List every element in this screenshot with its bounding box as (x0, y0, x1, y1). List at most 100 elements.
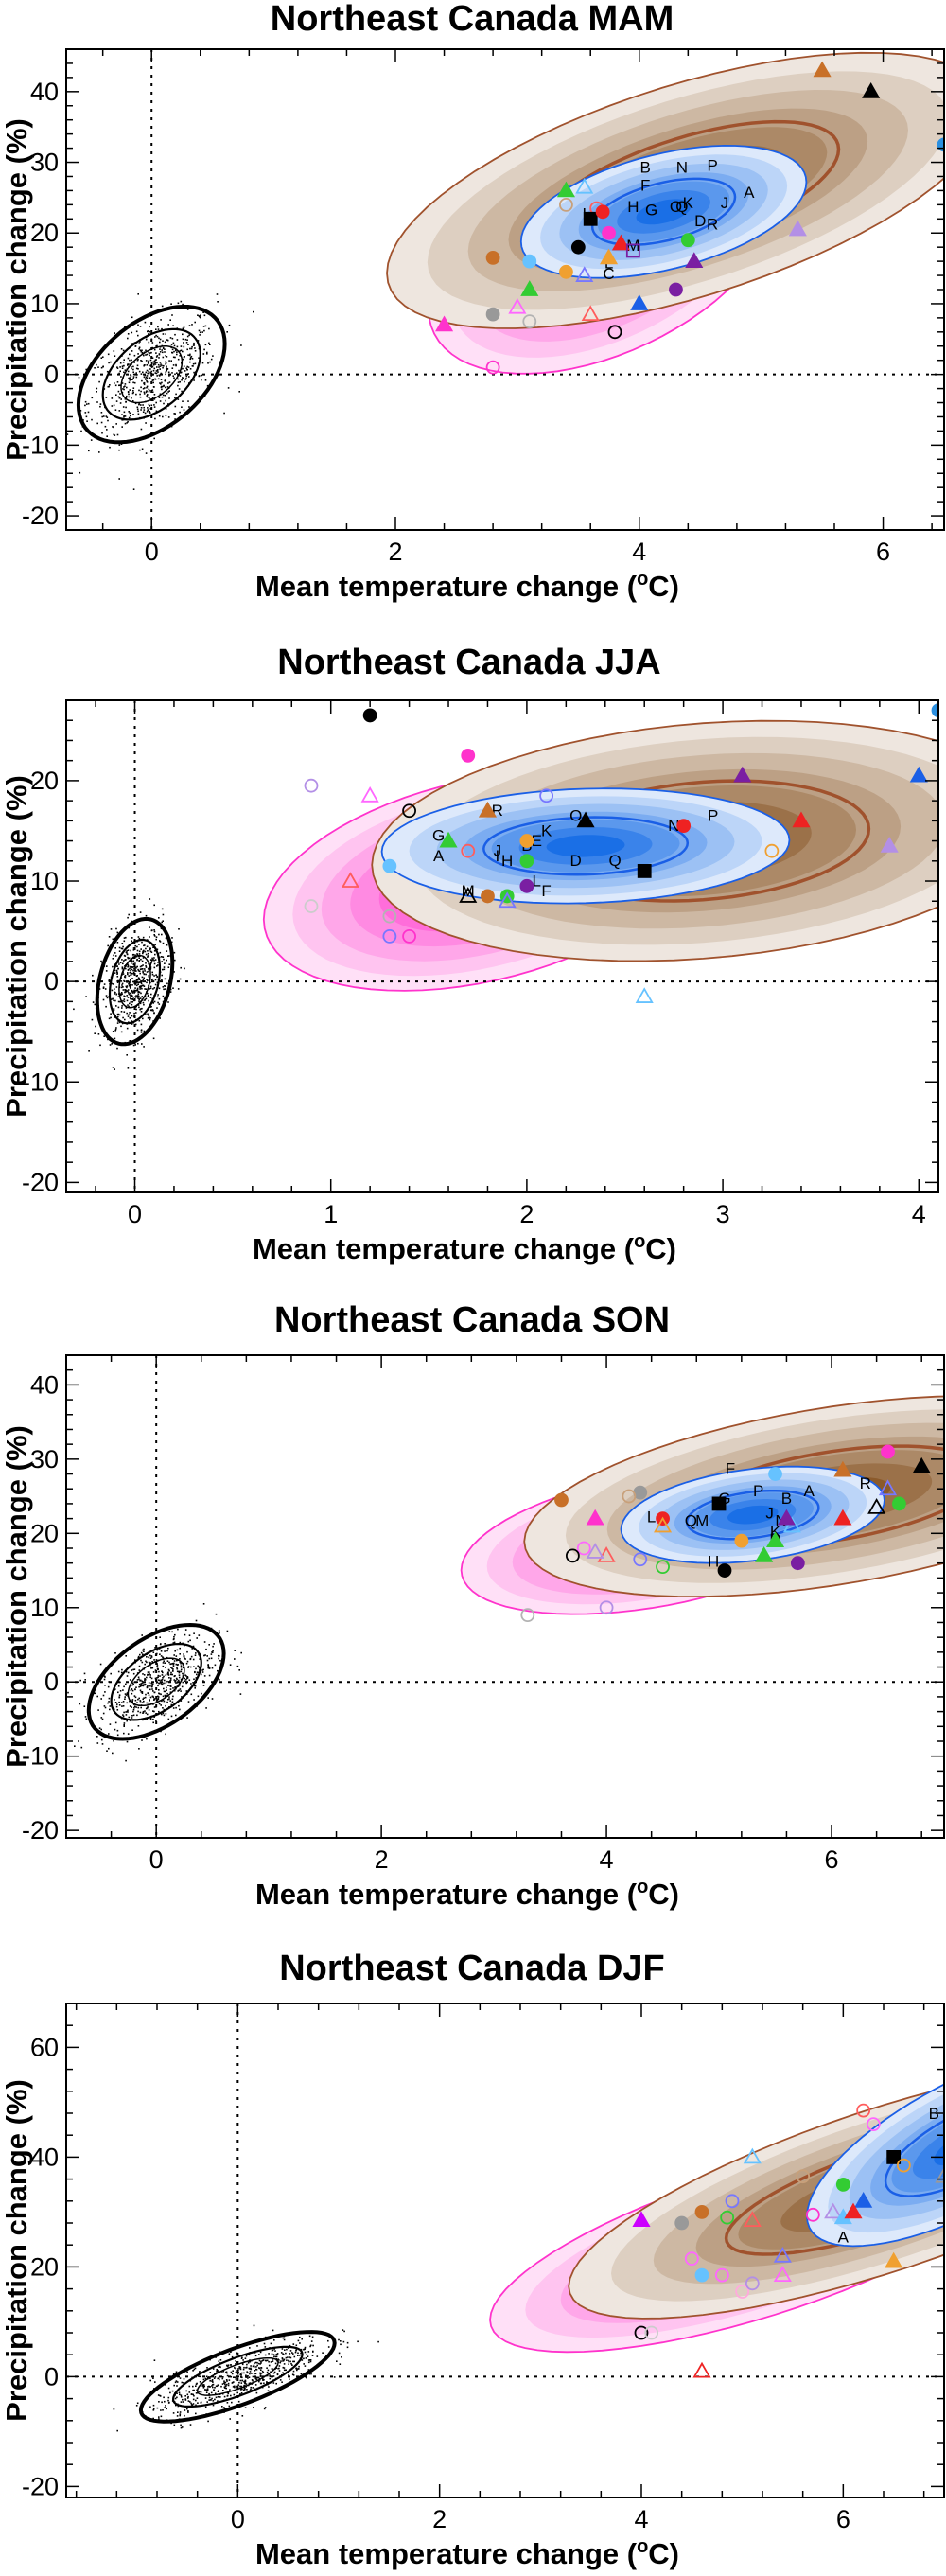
variability-dot (162, 986, 165, 988)
variability-dot (182, 1681, 184, 1684)
variability-dot (112, 938, 114, 941)
variability-dot (133, 982, 136, 985)
variability-dot (151, 342, 154, 344)
model-label: P (753, 1482, 763, 1500)
variability-dot (258, 2380, 260, 2383)
x-tick-label: 0 (231, 2505, 245, 2533)
variability-dot (142, 1685, 145, 1687)
variability-dot (191, 1648, 193, 1650)
variability-dot (256, 2345, 258, 2347)
variability-dot (241, 2372, 243, 2374)
variability-dot (311, 2336, 314, 2338)
variability-dot (132, 971, 135, 974)
model-label: Q (609, 852, 622, 870)
variability-dot (66, 433, 69, 435)
variability-dot (159, 362, 162, 363)
model-point (796, 2169, 811, 2184)
variability-dot (139, 326, 142, 327)
variability-dot (265, 2359, 268, 2362)
variability-dot (167, 382, 169, 384)
variability-dot (165, 2384, 166, 2386)
variability-dot (156, 2407, 159, 2409)
variability-dot (210, 2399, 212, 2401)
variability-dot (162, 968, 164, 971)
variability-dot (138, 981, 140, 984)
variability-dot (260, 2369, 262, 2371)
variability-dot (169, 1673, 172, 1676)
model-point (676, 819, 692, 834)
variability-dot (132, 1708, 135, 1711)
variability-dot (109, 384, 111, 386)
variability-dot (80, 430, 82, 432)
variability-dot (145, 349, 147, 352)
model-point (570, 239, 586, 255)
variability-dot (236, 2352, 238, 2355)
variability-dot (223, 2395, 226, 2398)
variability-dot (119, 362, 122, 364)
variability-dot (264, 2354, 267, 2356)
variability-dot (141, 980, 144, 982)
variability-dot (185, 378, 187, 379)
variability-dot (152, 1718, 154, 1720)
variability-dot (180, 1690, 182, 1692)
variability-dot (117, 1691, 119, 1694)
variability-dot (276, 2373, 279, 2375)
variability-dot (139, 396, 142, 398)
variability-dot (184, 1657, 185, 1660)
variability-dot (91, 397, 94, 399)
variability-dot (144, 999, 146, 1001)
variability-dot (176, 2385, 178, 2387)
variability-dot (161, 1684, 164, 1686)
variability-dot (153, 1698, 155, 1700)
variability-dot (283, 2369, 286, 2372)
variability-dot (207, 2420, 209, 2423)
variability-dot (162, 956, 165, 958)
variability-dot (137, 1698, 139, 1701)
variability-dot (87, 411, 90, 414)
model-point (622, 1489, 637, 1504)
variability-dot (115, 423, 117, 425)
variability-dot (297, 2355, 299, 2356)
variability-dot (183, 409, 185, 411)
variability-dot (166, 1692, 168, 1695)
variability-dot (204, 344, 207, 346)
variability-dot (161, 1674, 164, 1676)
variability-dot (107, 353, 110, 356)
variability-dot (131, 1020, 133, 1022)
model-point (576, 1541, 591, 1556)
variability-dot (175, 349, 177, 352)
model-point (635, 987, 654, 1003)
variability-dot (125, 991, 127, 993)
variability-dot (59, 407, 61, 409)
variability-dot (151, 379, 154, 381)
variability-dot (135, 367, 138, 370)
variability-dot (254, 2366, 255, 2368)
variability-dot (128, 913, 130, 916)
variability-dot (235, 2378, 237, 2380)
variability-dot (146, 971, 149, 973)
variability-dot (188, 1634, 191, 1636)
variability-dot (132, 1683, 134, 1685)
variability-dot (107, 1702, 109, 1704)
variability-dot (97, 1033, 100, 1035)
variability-dot (175, 393, 177, 396)
variability-dot (176, 339, 179, 341)
variability-dot (103, 1675, 106, 1678)
variability-dot (160, 386, 163, 389)
variability-dot (127, 1015, 130, 1017)
variability-dot (135, 376, 138, 379)
variability-dot (100, 357, 103, 359)
variability-dot (101, 432, 103, 434)
variability-dot (111, 1043, 113, 1045)
variability-dot (148, 333, 149, 335)
variability-dot (137, 1706, 140, 1709)
variability-dot (183, 345, 185, 348)
variability-dot (141, 1661, 144, 1664)
variability-dot (150, 1685, 153, 1688)
variability-dot (206, 2388, 209, 2390)
variability-dot (285, 2352, 287, 2355)
variability-dot (194, 347, 196, 349)
variability-dot (161, 1670, 163, 1673)
variability-dot (167, 1668, 170, 1671)
variability-dot (116, 2429, 118, 2432)
